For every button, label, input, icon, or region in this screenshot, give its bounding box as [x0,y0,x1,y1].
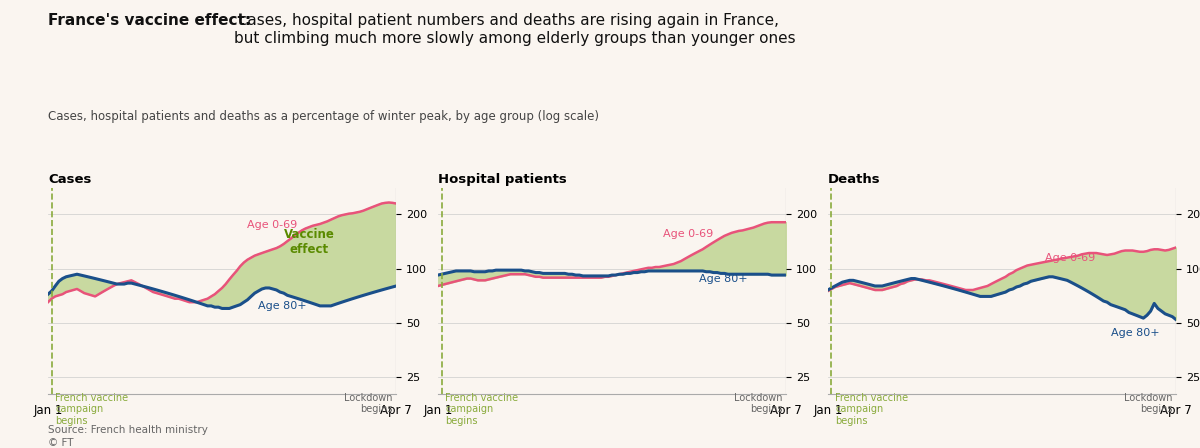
Text: Age 0-69: Age 0-69 [1045,253,1096,263]
Text: Age 0-69: Age 0-69 [247,220,298,230]
Text: French vaccine
campaign
begins: French vaccine campaign begins [445,393,518,426]
Text: © FT: © FT [48,438,73,448]
Text: French vaccine
campaign
begins: French vaccine campaign begins [55,393,128,426]
Text: Age 80+: Age 80+ [1111,327,1159,338]
Text: French vaccine
campaign
begins: French vaccine campaign begins [835,393,908,426]
Text: Source: French health ministry: Source: French health ministry [48,425,208,435]
Text: Cases, hospital patients and deaths as a percentage of winter peak, by age group: Cases, hospital patients and deaths as a… [48,110,599,123]
Text: Lockdown
begins: Lockdown begins [344,393,392,414]
Text: Deaths: Deaths [828,172,881,185]
Text: Age 80+: Age 80+ [258,301,307,311]
Text: Cases: Cases [48,172,91,185]
Text: Age 80+: Age 80+ [700,275,748,284]
Text: Lockdown
begins: Lockdown begins [734,393,782,414]
Text: cases, hospital patient numbers and deaths are rising again in France,
but climb: cases, hospital patient numbers and deat… [234,13,796,46]
Text: Hospital patients: Hospital patients [438,172,566,185]
Text: Vaccine
effect: Vaccine effect [283,228,335,256]
Text: Age 0-69: Age 0-69 [662,229,713,239]
Text: France's vaccine effect:: France's vaccine effect: [48,13,251,28]
Text: Lockdown
begins: Lockdown begins [1124,393,1172,414]
